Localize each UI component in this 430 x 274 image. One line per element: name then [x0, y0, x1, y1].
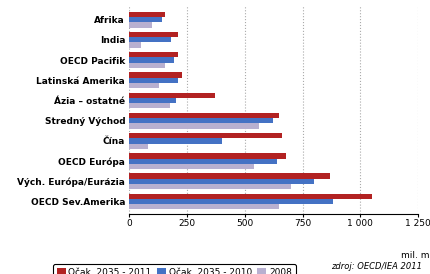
Bar	[129, 103, 169, 109]
Text: zdroj: OECD/IEA 2011: zdroj: OECD/IEA 2011	[331, 262, 421, 271]
Bar	[129, 194, 371, 199]
Bar	[129, 93, 214, 98]
Bar	[129, 72, 182, 78]
Legend: Očak. 2035 - 2011, Očak. 2035 - 2010, 2008: Očak. 2035 - 2011, Očak. 2035 - 2010, 20…	[53, 264, 295, 274]
Bar	[129, 173, 329, 179]
Bar	[129, 78, 178, 83]
Bar	[129, 144, 147, 149]
Bar	[129, 133, 281, 138]
Bar	[129, 37, 170, 42]
Bar	[129, 12, 165, 17]
Bar	[129, 118, 272, 123]
Bar	[129, 184, 290, 189]
Bar	[129, 113, 279, 118]
Bar	[129, 199, 332, 204]
Bar	[129, 164, 253, 169]
Bar	[129, 98, 175, 103]
Bar	[129, 17, 161, 22]
Bar	[129, 123, 258, 129]
Bar	[129, 179, 313, 184]
Bar	[129, 204, 279, 210]
Bar	[129, 42, 141, 48]
Bar	[129, 83, 159, 88]
X-axis label: mil. m3: mil. m3	[400, 251, 430, 260]
Bar	[129, 153, 286, 159]
Bar	[129, 138, 221, 144]
Bar	[129, 63, 165, 68]
Bar	[129, 58, 174, 63]
Bar	[129, 159, 276, 164]
Bar	[129, 32, 178, 37]
Bar	[129, 22, 152, 27]
Bar	[129, 52, 178, 58]
